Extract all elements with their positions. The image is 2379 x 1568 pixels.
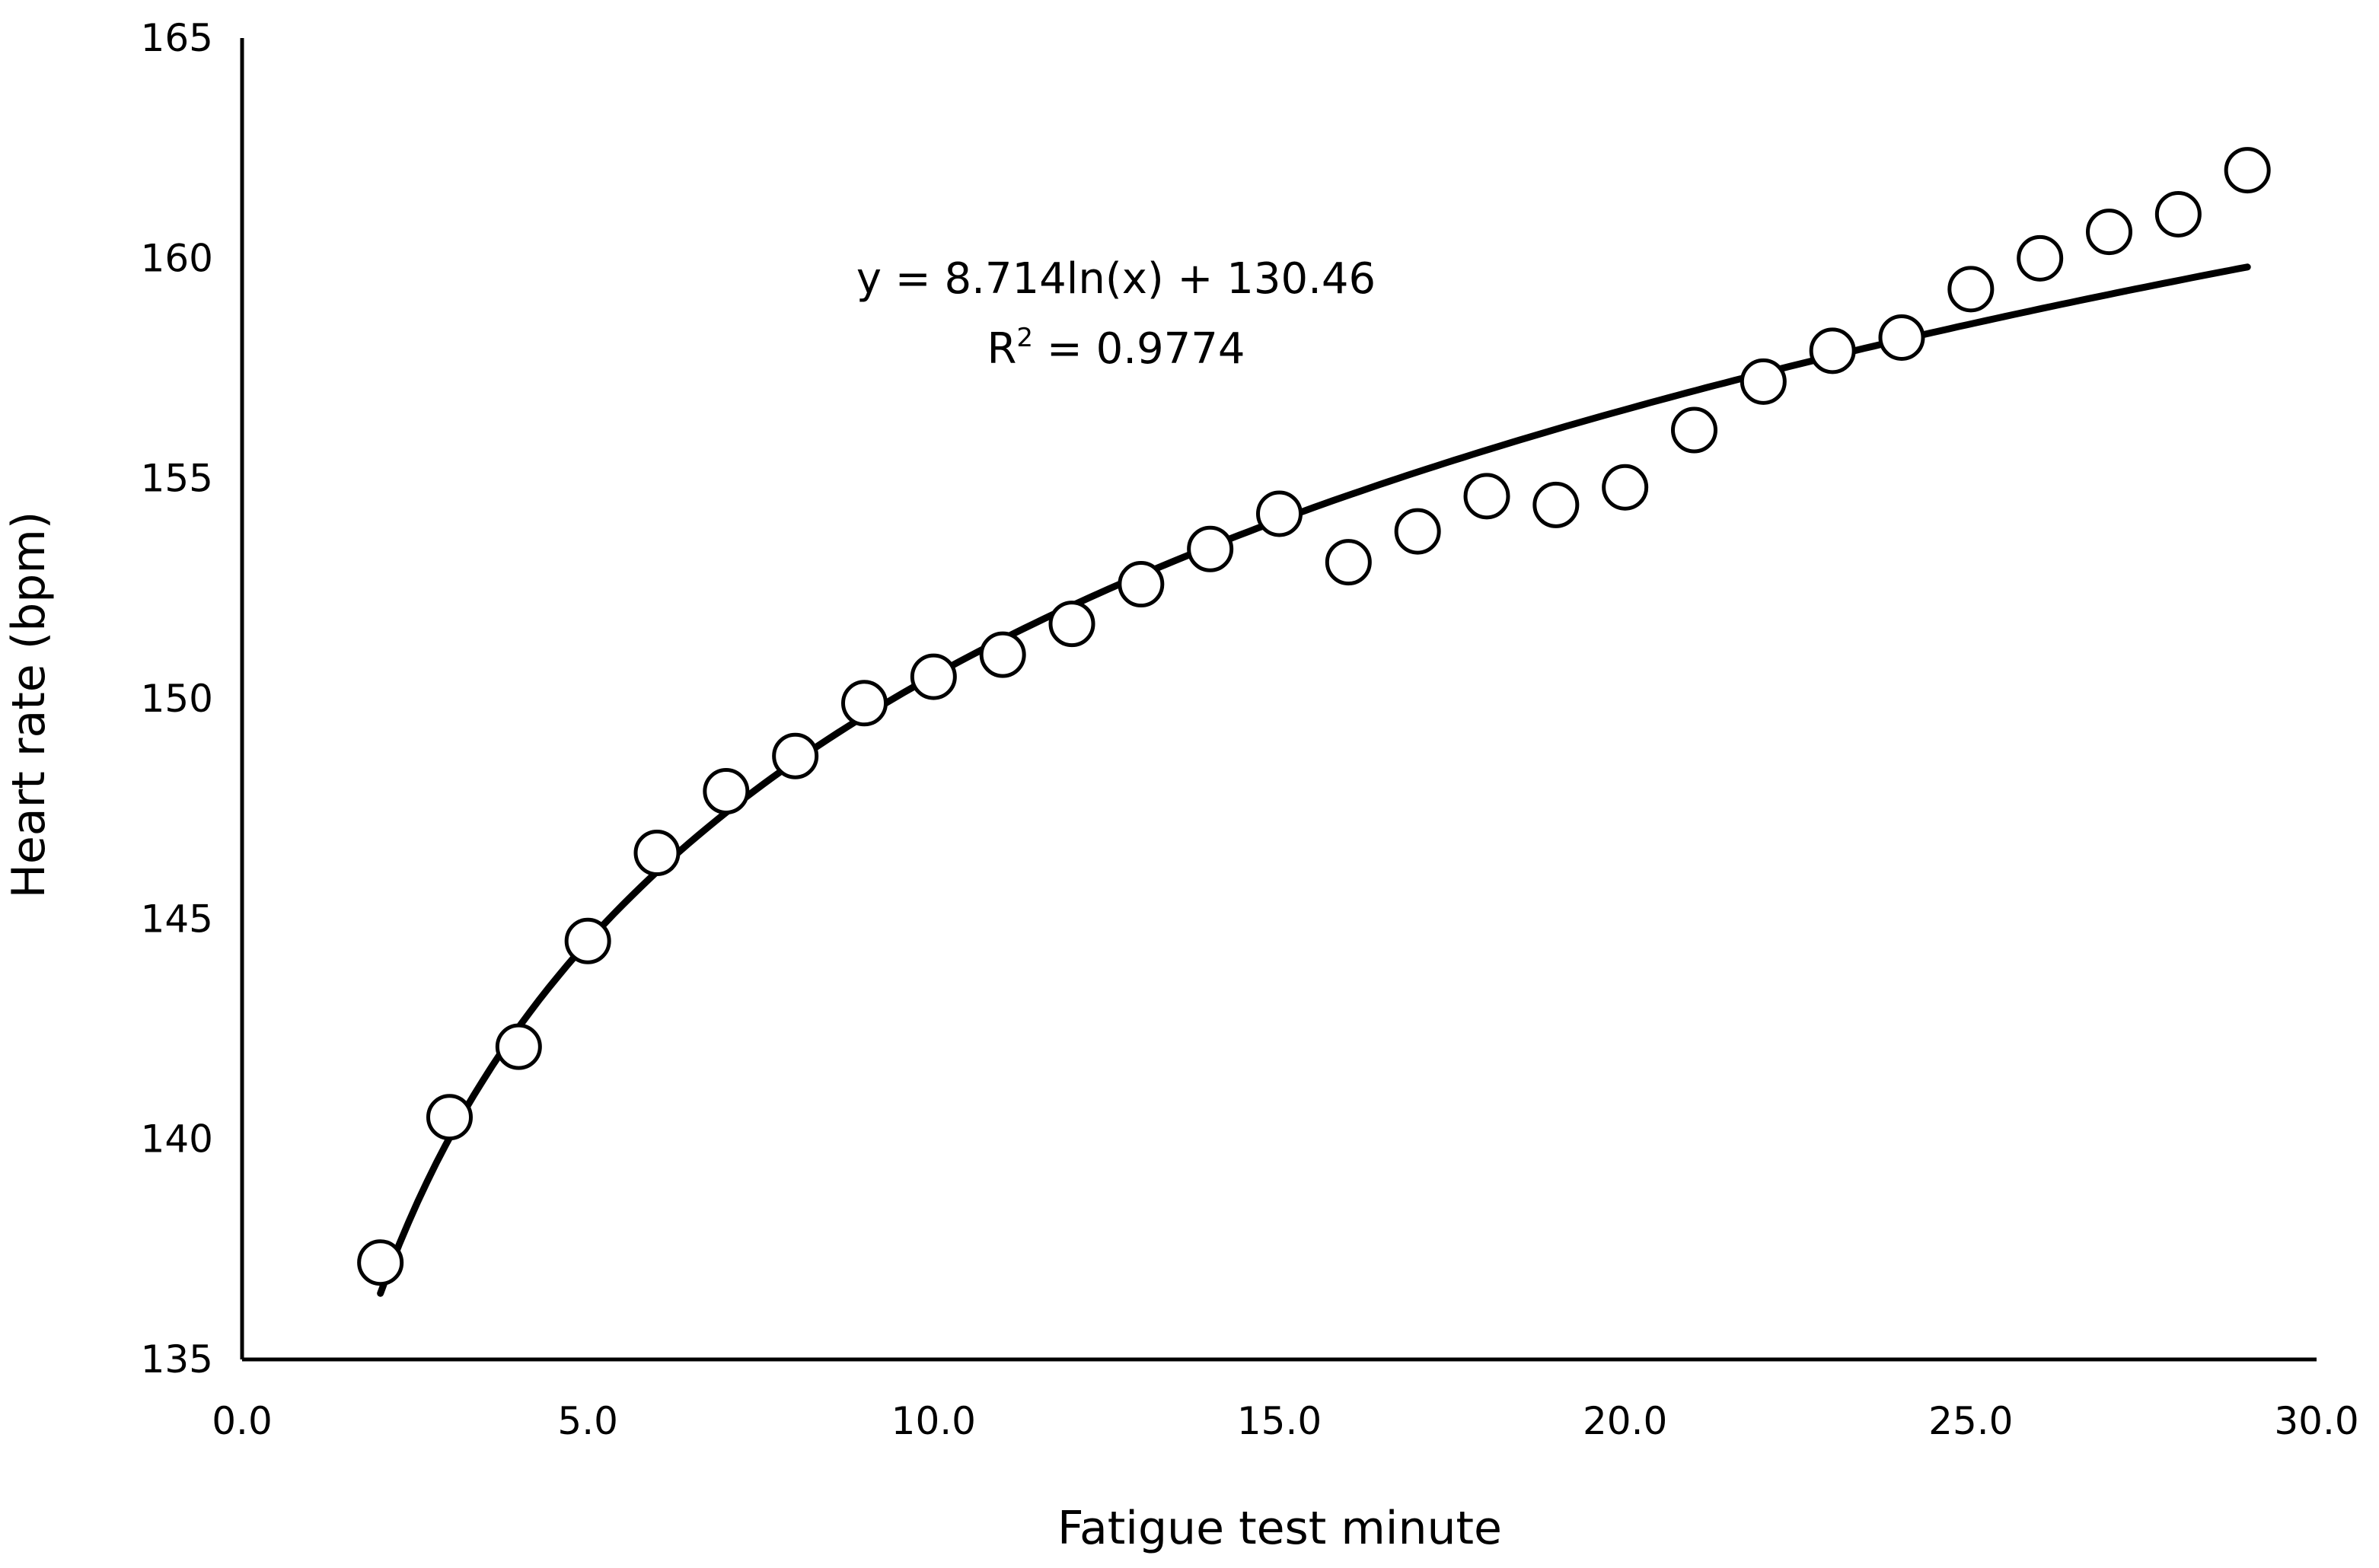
y-tick-label: 135 [141, 1337, 213, 1382]
y-axis-title: Heart rate (bpm) [2, 512, 56, 898]
trendline-r-squared: R2 = 0.9774 [987, 323, 1245, 374]
x-tick-label: 10.0 [891, 1399, 976, 1443]
data-point [2017, 234, 2064, 282]
axes [240, 38, 2317, 1362]
data-point [772, 732, 819, 779]
data-point [426, 1094, 473, 1141]
data-point [1463, 473, 1510, 520]
trendline-group [377, 263, 2251, 1297]
data-point [495, 1023, 542, 1070]
x-axis-title: Fatigue test minute [1057, 1502, 1502, 1555]
data-point [633, 830, 681, 877]
data-point [1602, 464, 1649, 511]
data-point [1740, 358, 1787, 405]
data-point [1878, 314, 1925, 361]
data-point [1256, 490, 1303, 537]
trendline-equation: y = 8.714ln(x) + 130.46 [856, 254, 1376, 304]
data-point [979, 631, 1026, 678]
data-point [703, 768, 750, 815]
data-point [910, 653, 957, 700]
data-point [1048, 601, 1095, 648]
x-tick-labels: 0.0 5.0 10.0 15.0 20.0 25.0 30.0 [212, 1399, 2358, 1443]
x-tick-label: 25.0 [1928, 1399, 2013, 1443]
data-point [1118, 561, 1165, 608]
data-point [2086, 209, 2132, 256]
y-tick-label: 145 [141, 897, 213, 941]
data-point [1671, 406, 1717, 454]
x-tick-label: 0.0 [212, 1399, 273, 1443]
x-tick-label: 5.0 [557, 1399, 618, 1443]
data-point [1947, 266, 1995, 313]
data-point [2154, 190, 2202, 237]
data-point [2224, 147, 2271, 194]
data-point [1532, 481, 1580, 528]
data-point [1325, 539, 1372, 586]
data-point [1809, 327, 1856, 374]
r-squared-symbol: R [987, 324, 1016, 374]
y-tick-label: 165 [141, 16, 213, 60]
x-tick-label: 15.0 [1237, 1399, 1322, 1443]
data-point [1187, 525, 1234, 572]
y-tick-label: 150 [141, 677, 213, 721]
trendline [377, 263, 2251, 1297]
data-point [564, 917, 611, 964]
data-point [1394, 508, 1441, 555]
r-squared-exponent: 2 [1016, 323, 1033, 353]
x-tick-label: 20.0 [1583, 1399, 1667, 1443]
x-tick-label: 30.0 [2274, 1399, 2358, 1443]
data-point [357, 1239, 404, 1286]
data-point [841, 680, 888, 727]
y-tick-label: 140 [141, 1117, 213, 1162]
y-tick-labels: 135 140 145 150 155 160 165 [141, 16, 213, 1382]
data-points [357, 147, 2271, 1286]
r-squared-value: = 0.9774 [1033, 324, 1245, 374]
y-tick-label: 160 [141, 236, 213, 280]
y-tick-label: 155 [141, 457, 213, 501]
